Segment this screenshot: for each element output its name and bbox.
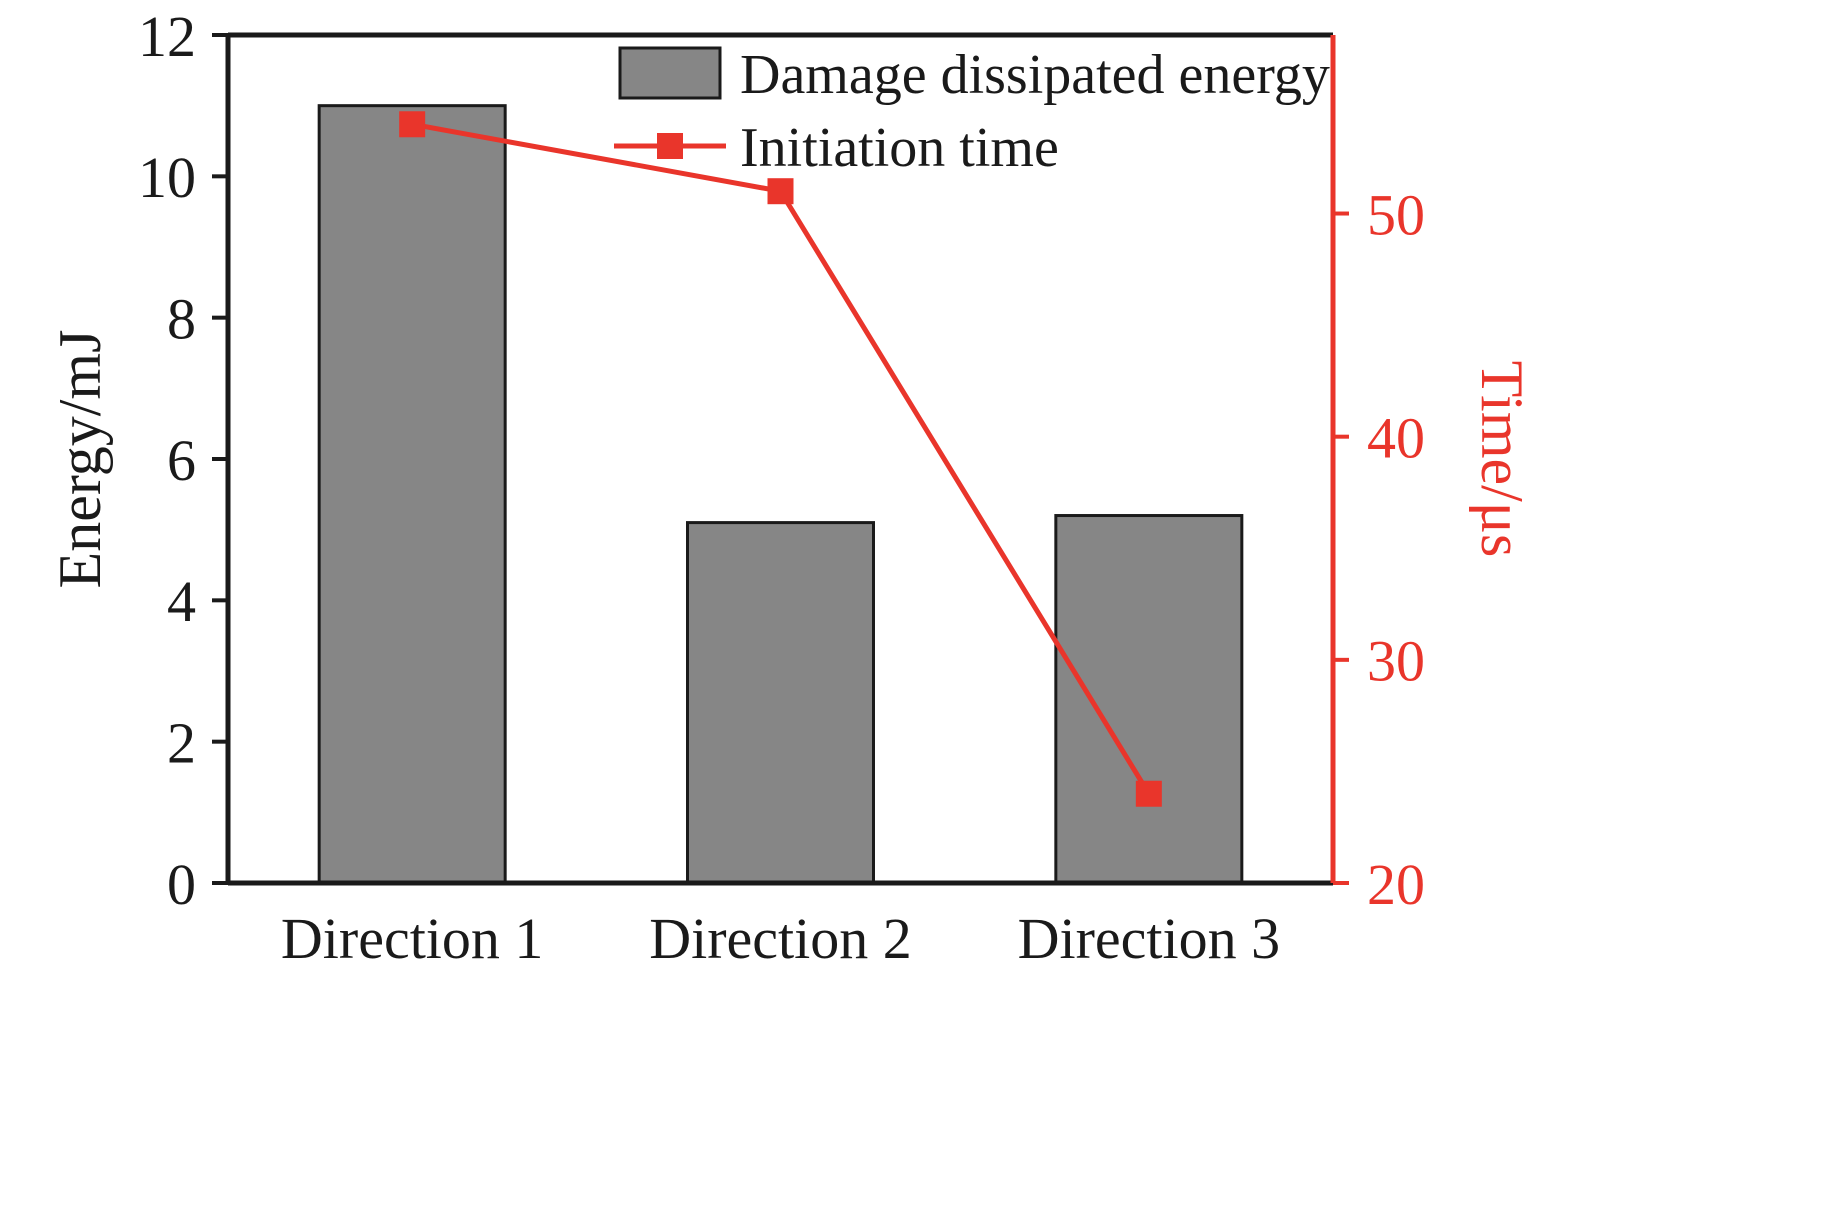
legend-bar-label: Damage dissipated energy	[740, 44, 1330, 106]
bar-3	[1054, 514, 1244, 885]
line-marker-2	[767, 178, 794, 205]
line-marker-1	[399, 111, 426, 138]
left-axis-title: Energy/mJ	[47, 330, 113, 589]
bar-2	[686, 521, 875, 885]
x-tick-label: Direction 1	[281, 906, 544, 971]
legend-line-label: Initiation time	[740, 117, 1059, 179]
left-tick-label: 10	[138, 145, 196, 210]
left-tick-label: 4	[167, 569, 196, 634]
left-tick-label: 12	[138, 4, 196, 69]
legend-line-marker	[657, 133, 683, 159]
left-tick-label: 2	[167, 711, 196, 776]
left-tick-label: 8	[167, 287, 196, 352]
right-axis-title: Time/μs	[1469, 361, 1535, 558]
legend-bar-swatch	[618, 46, 722, 100]
right-tick-label: 50	[1367, 182, 1425, 247]
line-marker-3	[1135, 780, 1162, 807]
x-tick-label: Direction 3	[1018, 906, 1281, 971]
right-tick-label: 20	[1367, 852, 1425, 917]
left-tick-label: 6	[167, 428, 196, 493]
right-tick-label: 40	[1367, 406, 1425, 471]
left-tick-label: 0	[167, 852, 196, 917]
right-tick-label: 30	[1367, 629, 1425, 694]
x-tick-label: Direction 2	[649, 906, 912, 971]
bar-1	[317, 104, 507, 885]
